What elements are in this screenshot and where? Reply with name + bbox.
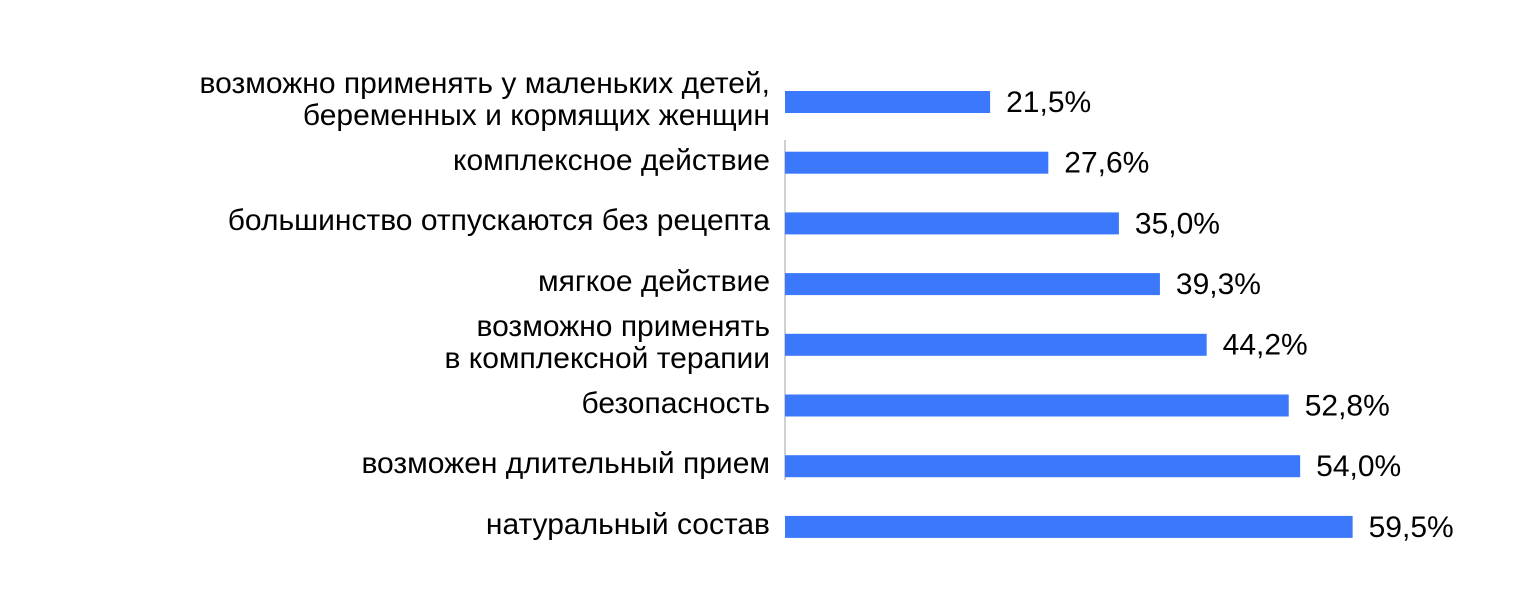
bar bbox=[785, 394, 1289, 417]
bar bbox=[785, 212, 1119, 235]
category-label: возможно применять у маленьких детей, бе… bbox=[199, 67, 770, 132]
category-label: безопасность bbox=[581, 386, 770, 420]
bar bbox=[785, 455, 1301, 478]
category-label: натуральный состав bbox=[485, 507, 770, 541]
bar bbox=[785, 515, 1353, 538]
bar bbox=[785, 333, 1207, 356]
value-label: 35,0% bbox=[1135, 207, 1220, 240]
value-label: 54,0% bbox=[1316, 450, 1401, 483]
value-label: 39,3% bbox=[1176, 268, 1261, 301]
category-label: возможен длительный прием bbox=[361, 447, 770, 481]
category-label: комплексное действие bbox=[452, 143, 770, 177]
category-label: возможно применять в комплексной терапии bbox=[444, 309, 770, 375]
category-label: большинство отпускаются без рецепта bbox=[227, 204, 770, 238]
bar bbox=[785, 151, 1049, 174]
value-label: 27,6% bbox=[1064, 147, 1149, 180]
bar bbox=[785, 273, 1160, 296]
value-label: 44,2% bbox=[1223, 329, 1308, 362]
category-label: мягкое действие bbox=[537, 265, 770, 299]
bar bbox=[785, 91, 991, 113]
value-label: 21,5% bbox=[1006, 86, 1091, 119]
value-label: 52,8% bbox=[1305, 389, 1390, 422]
value-label: 59,5% bbox=[1369, 511, 1454, 544]
